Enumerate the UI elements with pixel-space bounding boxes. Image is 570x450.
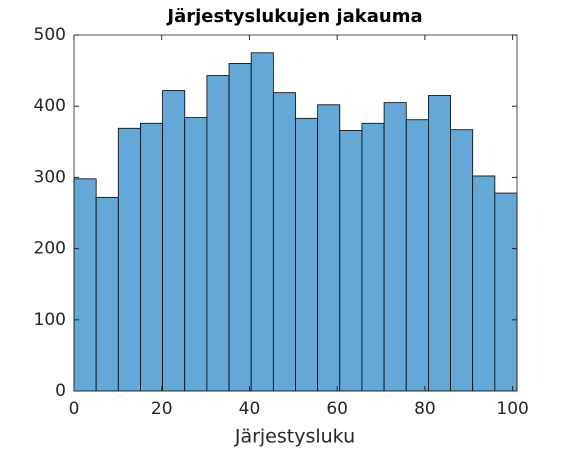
bar — [272, 92, 296, 392]
y-tick-label: 0 — [55, 381, 66, 401]
axes-box — [73, 34, 518, 392]
bar — [73, 178, 97, 392]
bar — [184, 117, 208, 392]
x-tick-label: 100 — [496, 399, 528, 419]
y-tick-label: 500 — [34, 25, 66, 45]
bar — [295, 117, 319, 392]
x-tick-label: 60 — [326, 399, 348, 419]
x-tick-label: 40 — [239, 399, 261, 419]
x-axis-label: Järjestysluku — [234, 426, 355, 448]
y-tick-label: 400 — [34, 96, 66, 116]
y-tick-label: 300 — [34, 167, 66, 187]
bar — [250, 52, 274, 392]
chart-title: Järjestyslukujen jakauma — [165, 6, 422, 27]
bar — [95, 196, 119, 392]
bar — [405, 119, 429, 392]
bar — [140, 122, 163, 392]
bar — [450, 129, 474, 392]
bar — [383, 102, 407, 392]
bar — [206, 75, 230, 392]
bar — [472, 175, 496, 392]
bar — [228, 63, 252, 392]
x-tick-label: 0 — [69, 399, 80, 419]
y-tick-label: 200 — [34, 239, 66, 259]
y-tick-label: 100 — [34, 310, 66, 330]
bar — [162, 90, 186, 392]
bar — [427, 95, 451, 392]
bar — [494, 192, 518, 392]
x-tick-label: 80 — [414, 399, 436, 419]
bar — [117, 127, 141, 392]
x-tick-label: 20 — [151, 399, 173, 419]
bar — [361, 122, 385, 392]
bar — [317, 104, 341, 392]
bar — [339, 130, 363, 392]
